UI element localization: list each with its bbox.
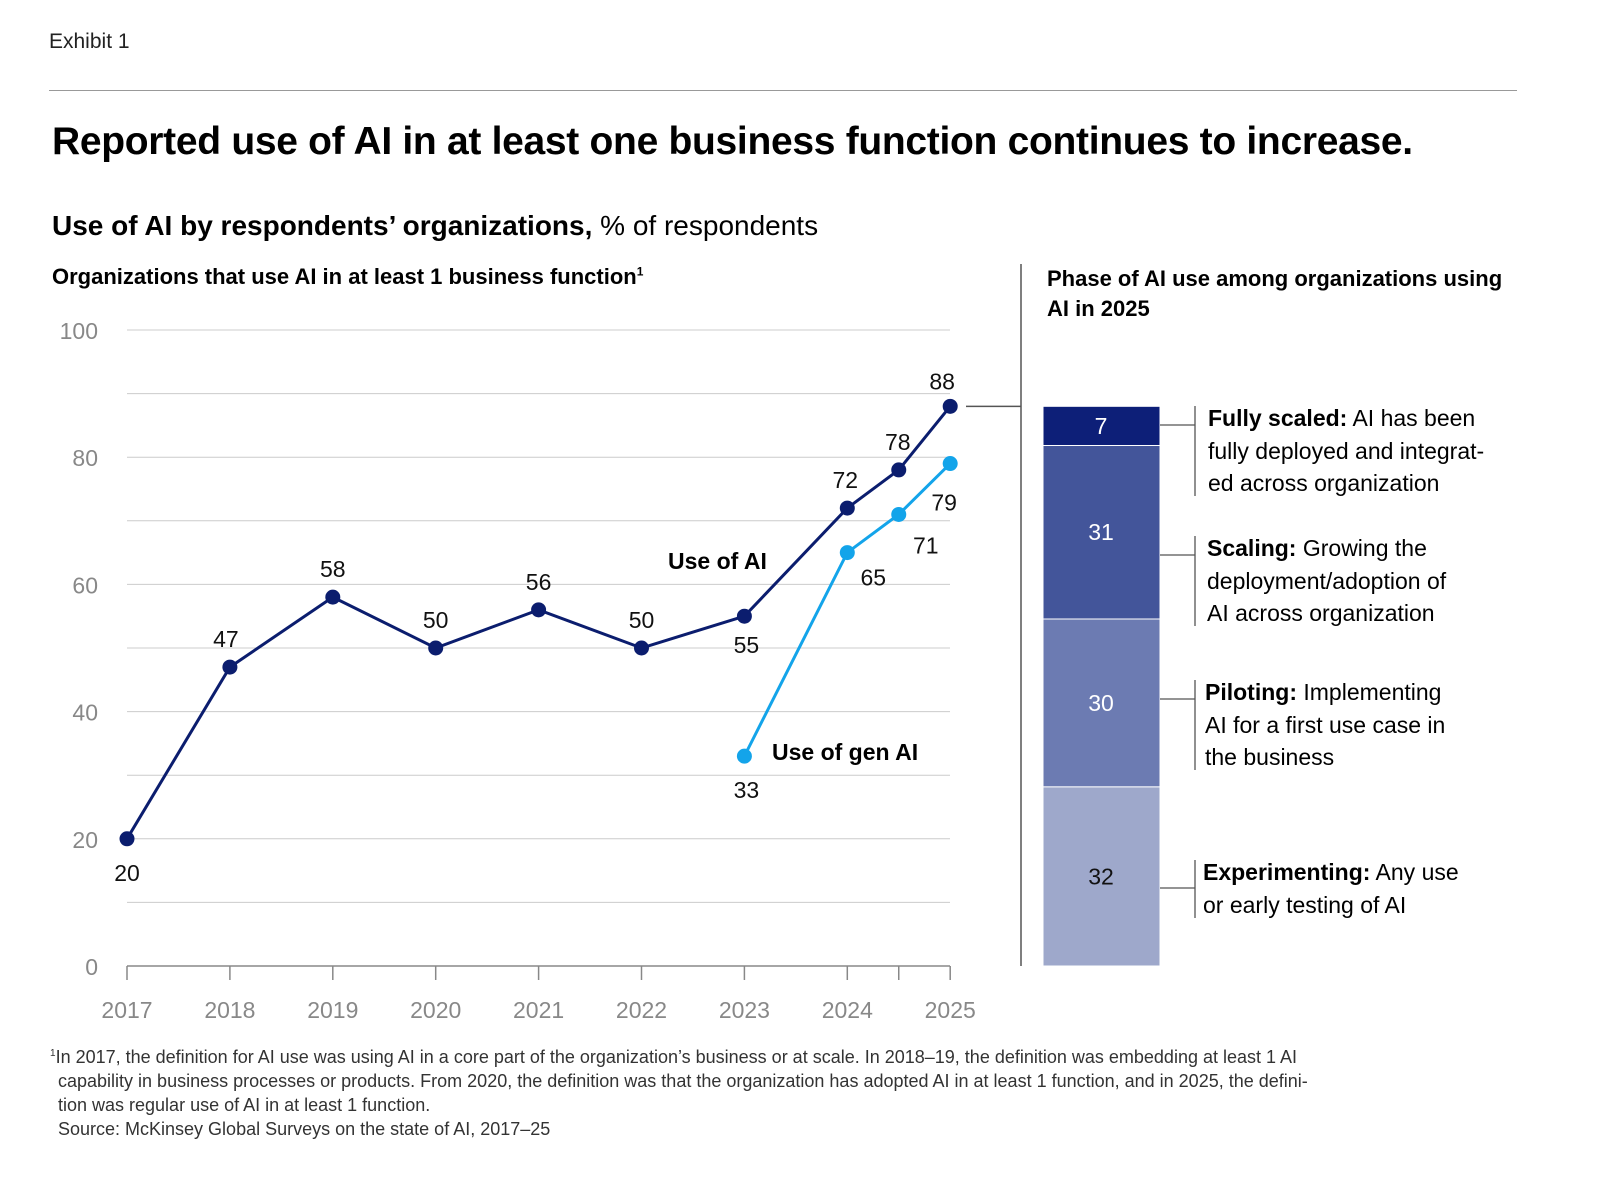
line-chart-title: Organizations that use AI in at least 1 … xyxy=(52,264,643,290)
data-point xyxy=(736,748,752,764)
data-point xyxy=(942,398,958,414)
footnote-marker: 1 xyxy=(636,264,644,279)
phase-line: or early testing of AI xyxy=(1203,891,1407,918)
y-tick-label: 0 xyxy=(85,954,98,980)
chart-subtitle: Use of AI by respondents’ organizations,… xyxy=(52,210,818,242)
data-label: 56 xyxy=(526,569,552,595)
bar-segment-label: 30 xyxy=(1088,690,1114,716)
y-tick-label: 80 xyxy=(72,445,98,471)
phase-line: deployment/adoption of xyxy=(1207,567,1447,594)
header-divider xyxy=(49,90,1517,91)
phase-line: Implementing xyxy=(1303,679,1442,705)
phase-line: ed across organization xyxy=(1208,470,1440,496)
phase-description: Fully scaled: AI has been fully deployed … xyxy=(1208,402,1528,500)
series-label-use-of-ai: Use of AI xyxy=(668,548,767,574)
x-tick-label: 2020 xyxy=(410,997,461,1023)
phase-line: AI across organization xyxy=(1207,600,1435,626)
data-point xyxy=(891,462,907,478)
phase-name: Experimenting: xyxy=(1203,859,1371,885)
data-label: 88 xyxy=(929,368,955,394)
x-tick-label: 2025 xyxy=(925,997,976,1023)
data-points xyxy=(119,398,958,847)
data-point xyxy=(222,659,238,675)
footnote: 1In 2017, the definition for AI use was … xyxy=(50,1042,1490,1141)
data-labels: 20 47 58 50 56 50 55 72 78 88 33 65 71 79 xyxy=(114,368,957,885)
y-tick-label: 100 xyxy=(60,318,98,344)
data-point xyxy=(428,640,444,656)
phase-description: Scaling: Growing the deployment/adoption … xyxy=(1207,532,1527,630)
phase-line: fully deployed and integrat- xyxy=(1208,437,1485,464)
data-label: 58 xyxy=(320,556,346,582)
x-tick-label: 2023 xyxy=(719,997,770,1023)
data-point xyxy=(839,500,855,516)
bar-segment-label: 31 xyxy=(1088,519,1114,545)
phase-line: AI for a first use case in xyxy=(1205,711,1446,738)
data-point xyxy=(325,589,341,605)
series-lines xyxy=(125,405,952,840)
data-point xyxy=(891,506,907,522)
series-line-gen-ai xyxy=(743,462,952,757)
data-point xyxy=(634,640,649,656)
data-label: 20 xyxy=(114,860,140,886)
data-point xyxy=(942,456,958,472)
chart-title: Reported use of AI in at least one busin… xyxy=(52,120,1413,163)
axes: 0 20 40 60 80 100 2017 2018 2019 2020 2021 2022 2023… xyxy=(60,264,1022,1023)
subtitle-bold: Use of AI by respondents’ organizations, xyxy=(52,210,593,241)
bar-segment-label: 32 xyxy=(1088,863,1114,889)
series-line-ai xyxy=(125,405,952,840)
x-tick-label: 2022 xyxy=(616,997,667,1023)
phase-name: Piloting: xyxy=(1205,679,1297,705)
subtitle-unit: % of respondents xyxy=(592,210,819,241)
phase-line: the business xyxy=(1205,744,1335,770)
phase-description: Piloting: Implementing AI for a first use… xyxy=(1205,676,1525,774)
bar-chart-title: Phase of AI use among organizations usin… xyxy=(1047,266,1503,321)
line-chart-title-text: Organizations that use AI in at least 1 … xyxy=(52,264,637,289)
phase-name: Fully scaled: xyxy=(1208,405,1348,431)
y-tick-label: 20 xyxy=(72,827,98,853)
series-label-use-of-gen-ai: Use of gen AI xyxy=(772,739,918,765)
data-point xyxy=(736,608,752,624)
data-label: 55 xyxy=(734,632,760,658)
x-tick-label: 2019 xyxy=(307,997,358,1023)
data-label: 78 xyxy=(885,429,911,455)
bar-segment xyxy=(1042,444,1161,620)
bar-segment xyxy=(1042,618,1161,788)
bar-segment-label: 7 xyxy=(1095,413,1108,439)
stacked-bar: 7 31 30 32 xyxy=(1042,405,1196,967)
x-tick-label: 2024 xyxy=(822,997,873,1023)
data-label: 47 xyxy=(213,626,239,652)
data-label: 33 xyxy=(734,777,760,803)
data-label: 79 xyxy=(931,490,957,516)
data-label: 65 xyxy=(861,565,887,591)
y-tick-label: 40 xyxy=(72,700,98,726)
exhibit-label: Exhibit 1 xyxy=(49,30,130,53)
phase-line: Any use xyxy=(1375,859,1459,885)
data-label: 50 xyxy=(629,607,655,633)
source-note: Source: McKinsey Global Surveys on the s… xyxy=(58,1119,551,1139)
footnote-line-2: capability in business processes or prod… xyxy=(58,1071,1308,1091)
data-point xyxy=(531,602,547,618)
x-tick-label: 2017 xyxy=(101,997,152,1023)
data-label: 50 xyxy=(423,607,449,633)
phase-line: AI has been xyxy=(1352,405,1476,431)
data-point xyxy=(839,545,855,561)
footnote-line-3: tion was regular use of AI in at least 1… xyxy=(58,1095,431,1115)
data-point xyxy=(119,831,135,847)
bar-segment xyxy=(1042,786,1161,967)
data-label: 71 xyxy=(913,532,939,558)
x-tick-label: 2018 xyxy=(204,997,255,1023)
x-tick-label: 2021 xyxy=(513,997,564,1023)
data-label: 72 xyxy=(833,467,859,493)
phase-name: Scaling: xyxy=(1207,535,1297,561)
phase-line: Growing the xyxy=(1302,535,1427,561)
y-tick-label: 60 xyxy=(72,572,98,598)
footnote-line-1: In 2017, the definition for AI use was u… xyxy=(55,1047,1298,1067)
gridlines xyxy=(127,329,950,903)
footnote-marker: 1 xyxy=(50,1048,56,1059)
phase-description: Experimenting: Any use or early testing o… xyxy=(1203,856,1523,921)
